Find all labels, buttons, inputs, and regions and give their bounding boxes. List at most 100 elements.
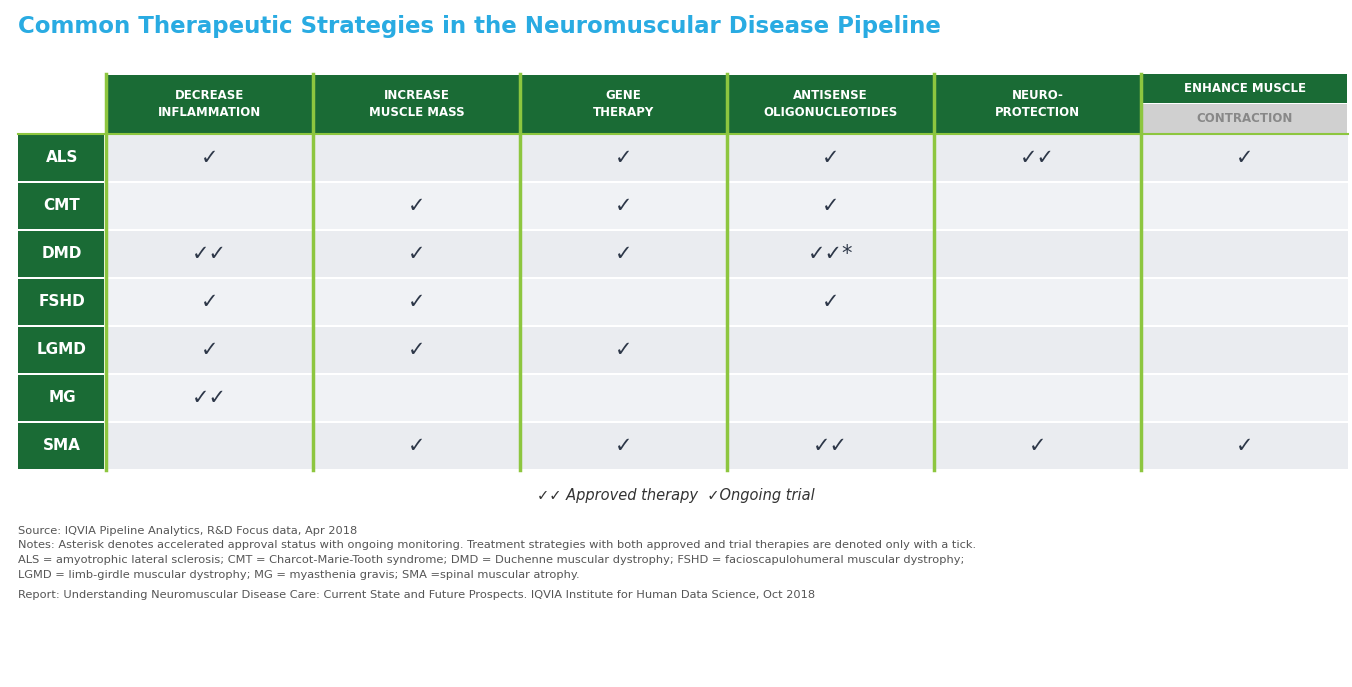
FancyBboxPatch shape: [1141, 423, 1348, 469]
FancyBboxPatch shape: [727, 375, 934, 421]
FancyBboxPatch shape: [105, 375, 314, 421]
FancyBboxPatch shape: [18, 231, 104, 277]
FancyBboxPatch shape: [934, 327, 1141, 373]
Text: CONTRACTION: CONTRACTION: [1197, 113, 1293, 126]
Text: ✓: ✓: [1236, 436, 1253, 456]
FancyBboxPatch shape: [1141, 279, 1348, 325]
FancyBboxPatch shape: [521, 279, 727, 325]
Text: ✓: ✓: [1029, 436, 1046, 456]
FancyBboxPatch shape: [314, 75, 519, 133]
Text: DECREASE
INFLAMMATION: DECREASE INFLAMMATION: [158, 89, 261, 119]
Text: INCREASE
MUSCLE MASS: INCREASE MUSCLE MASS: [369, 89, 464, 119]
FancyBboxPatch shape: [521, 183, 727, 229]
FancyBboxPatch shape: [1142, 74, 1347, 103]
Text: FSHD: FSHD: [39, 295, 85, 310]
Text: Common Therapeutic Strategies in the Neuromuscular Disease Pipeline: Common Therapeutic Strategies in the Neu…: [18, 15, 941, 38]
FancyBboxPatch shape: [107, 75, 312, 133]
Text: ENHANCE MUSCLE: ENHANCE MUSCLE: [1183, 82, 1306, 95]
Text: ✓: ✓: [408, 436, 426, 456]
FancyBboxPatch shape: [314, 279, 521, 325]
FancyBboxPatch shape: [727, 279, 934, 325]
FancyBboxPatch shape: [1141, 375, 1348, 421]
FancyBboxPatch shape: [727, 423, 934, 469]
FancyBboxPatch shape: [105, 423, 314, 469]
FancyBboxPatch shape: [1141, 183, 1348, 229]
FancyBboxPatch shape: [936, 75, 1140, 133]
Text: DMD: DMD: [42, 247, 82, 262]
Text: CMT: CMT: [43, 199, 80, 214]
Text: ✓: ✓: [615, 340, 633, 360]
FancyBboxPatch shape: [934, 279, 1141, 325]
Text: LGMD: LGMD: [37, 343, 87, 357]
Text: ✓: ✓: [408, 340, 426, 360]
Text: ALS = amyotrophic lateral sclerosis; CMT = Charcot-Marie-Tooth syndrome; DMD = D: ALS = amyotrophic lateral sclerosis; CMT…: [18, 555, 964, 565]
FancyBboxPatch shape: [18, 327, 104, 373]
FancyBboxPatch shape: [521, 75, 726, 133]
FancyBboxPatch shape: [727, 183, 934, 229]
FancyBboxPatch shape: [105, 231, 314, 277]
FancyBboxPatch shape: [1141, 135, 1348, 181]
FancyBboxPatch shape: [18, 183, 104, 229]
FancyBboxPatch shape: [521, 135, 727, 181]
FancyBboxPatch shape: [727, 231, 934, 277]
FancyBboxPatch shape: [727, 327, 934, 373]
FancyBboxPatch shape: [105, 279, 314, 325]
FancyBboxPatch shape: [18, 135, 104, 181]
Text: ✓: ✓: [822, 148, 840, 168]
Text: ✓✓: ✓✓: [1019, 148, 1055, 168]
Text: Report: Understanding Neuromuscular Disease Care: Current State and Future Prosp: Report: Understanding Neuromuscular Dise…: [18, 590, 815, 600]
Text: ✓: ✓: [822, 196, 840, 216]
Text: SMA: SMA: [43, 438, 81, 453]
FancyBboxPatch shape: [934, 183, 1141, 229]
Text: Notes: Asterisk denotes accelerated approval status with ongoing monitoring. Tre: Notes: Asterisk denotes accelerated appr…: [18, 541, 976, 550]
Text: NEURO-
PROTECTION: NEURO- PROTECTION: [995, 89, 1080, 119]
FancyBboxPatch shape: [521, 423, 727, 469]
FancyBboxPatch shape: [727, 75, 933, 133]
Text: LGMD = limb-girdle muscular dystrophy; MG = myasthenia gravis; SMA =spinal muscu: LGMD = limb-girdle muscular dystrophy; M…: [18, 570, 580, 580]
Text: ✓✓: ✓✓: [192, 388, 227, 408]
FancyBboxPatch shape: [727, 135, 934, 181]
Text: ✓: ✓: [822, 292, 840, 312]
FancyBboxPatch shape: [314, 327, 521, 373]
FancyBboxPatch shape: [314, 231, 521, 277]
Text: ✓: ✓: [615, 148, 633, 168]
FancyBboxPatch shape: [314, 375, 521, 421]
FancyBboxPatch shape: [105, 327, 314, 373]
Text: ✓: ✓: [408, 196, 426, 216]
FancyBboxPatch shape: [934, 423, 1141, 469]
FancyBboxPatch shape: [934, 231, 1141, 277]
Text: ✓: ✓: [1236, 148, 1253, 168]
Text: GENE
THERAPY: GENE THERAPY: [594, 89, 654, 119]
FancyBboxPatch shape: [105, 135, 314, 181]
Text: ✓: ✓: [615, 196, 633, 216]
FancyBboxPatch shape: [314, 135, 521, 181]
FancyBboxPatch shape: [1141, 231, 1348, 277]
Text: ALS: ALS: [46, 150, 78, 166]
Text: ✓: ✓: [200, 292, 218, 312]
FancyBboxPatch shape: [18, 423, 104, 469]
Text: ✓✓: ✓✓: [192, 244, 227, 264]
FancyBboxPatch shape: [934, 375, 1141, 421]
FancyBboxPatch shape: [105, 183, 314, 229]
Text: ✓✓ Approved therapy  ✓Ongoing trial: ✓✓ Approved therapy ✓Ongoing trial: [537, 488, 815, 503]
FancyBboxPatch shape: [18, 279, 104, 325]
FancyBboxPatch shape: [18, 375, 104, 421]
FancyBboxPatch shape: [314, 183, 521, 229]
Text: ✓✓*: ✓✓*: [807, 244, 853, 264]
Text: ANTISENSE
OLIGONUCLEOTIDES: ANTISENSE OLIGONUCLEOTIDES: [764, 89, 898, 119]
FancyBboxPatch shape: [521, 231, 727, 277]
FancyBboxPatch shape: [314, 423, 521, 469]
FancyBboxPatch shape: [521, 327, 727, 373]
Text: ✓✓: ✓✓: [813, 436, 848, 456]
Text: ✓: ✓: [200, 340, 218, 360]
FancyBboxPatch shape: [1142, 104, 1347, 133]
Text: Source: IQVIA Pipeline Analytics, R&D Focus data, Apr 2018: Source: IQVIA Pipeline Analytics, R&D Fo…: [18, 526, 357, 536]
FancyBboxPatch shape: [521, 375, 727, 421]
Text: ✓: ✓: [200, 148, 218, 168]
Text: ✓: ✓: [408, 292, 426, 312]
Text: MG: MG: [49, 390, 76, 405]
FancyBboxPatch shape: [934, 135, 1141, 181]
Text: ✓: ✓: [615, 244, 633, 264]
FancyBboxPatch shape: [1141, 327, 1348, 373]
Text: ✓: ✓: [408, 244, 426, 264]
